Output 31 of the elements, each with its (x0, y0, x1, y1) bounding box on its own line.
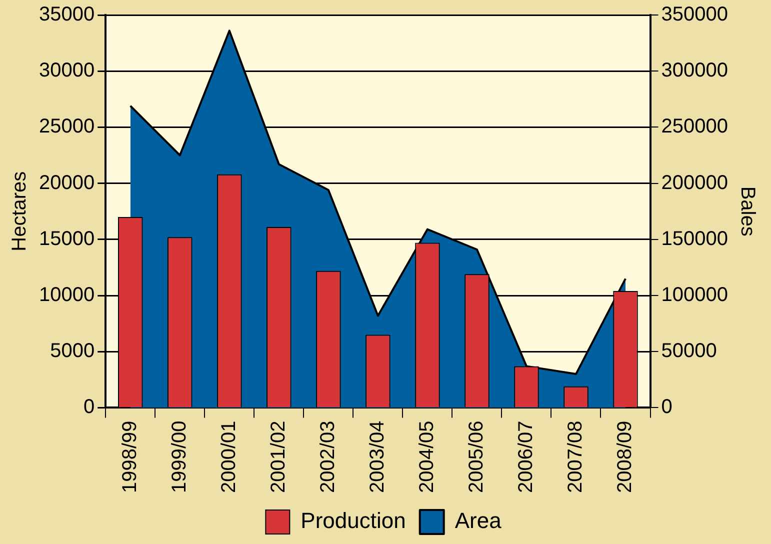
x-tick-label: 2001/02 (267, 420, 290, 493)
legend-label: Production (300, 508, 406, 534)
y-tick-label: 25000 (38, 116, 95, 138)
legend-label: Area (454, 508, 502, 534)
y2-tick-label: 300000 (661, 60, 728, 82)
x-tick-label: 2000/01 (218, 420, 240, 493)
x-tick-label: 1999/00 (168, 420, 190, 493)
y-tick-label: 5000 (50, 340, 95, 362)
x-tick-label: 2005/06 (465, 420, 488, 493)
x-tick-label: 2003/04 (366, 420, 388, 493)
y-tick-label: 20000 (38, 172, 95, 194)
x-tick-label: 2004/05 (416, 420, 438, 493)
y-tick-label: 10000 (38, 284, 95, 306)
x-tick-label: 2002/03 (316, 420, 339, 493)
y2-tick-label: 100000 (661, 284, 728, 306)
y2-axis-title: Bales (736, 186, 758, 236)
y-tick-label: 0 (83, 396, 95, 418)
y2-tick-label: 200000 (661, 172, 728, 194)
x-tick-label: 1998/99 (118, 420, 141, 493)
y-axis-title: Hectares (8, 171, 31, 252)
y2-tick-label: 50000 (661, 340, 717, 362)
x-tick-label: 2008/09 (614, 420, 636, 493)
y-tick-label: 30000 (38, 60, 95, 82)
y-tick-label: 15000 (38, 228, 95, 250)
y2-tick-label: 0 (661, 396, 672, 418)
y2-tick-label: 350000 (661, 4, 728, 26)
y2-tick-label: 150000 (661, 228, 728, 250)
x-tick-label: 2007/08 (564, 420, 587, 493)
y-tick-label: 35000 (38, 4, 95, 26)
x-tick-label: 2006/07 (514, 420, 537, 493)
y2-tick-label: 250000 (661, 116, 728, 138)
